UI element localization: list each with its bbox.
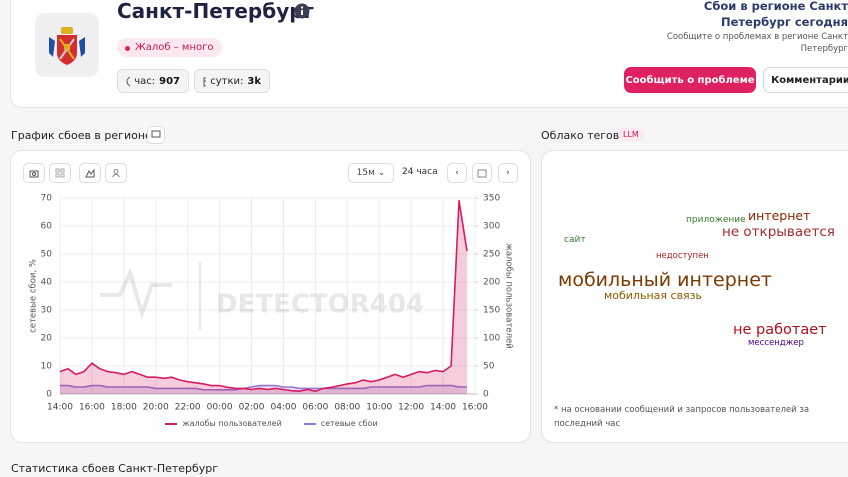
stat-value: 907: [159, 75, 180, 87]
tag[interactable]: недоступен: [656, 251, 709, 261]
legend-item: сетевые сбои: [303, 419, 378, 428]
comments-button[interactable]: Комментарии: [763, 67, 848, 93]
y-tick-label: 60: [41, 222, 53, 232]
clock-icon: [126, 76, 131, 86]
y2-tick-label: 100: [483, 334, 500, 344]
x-tick-label: 14:00: [430, 403, 456, 413]
y2-tick-label: 50: [483, 362, 495, 372]
tag-cloud: приложение интернет сайт не открывается недо…: [542, 151, 848, 391]
chart-menu-icon[interactable]: [147, 126, 165, 144]
stat-value: 3k: [247, 75, 261, 87]
x-tick-label: 18:00: [111, 403, 137, 413]
tag[interactable]: мобильный интернет: [558, 269, 772, 291]
side-text-line: Петербург: [800, 44, 848, 54]
y-tick-label: 20: [41, 334, 53, 344]
x-tick-label: 00:00: [207, 403, 233, 413]
x-tick-label: 22:00: [175, 403, 201, 413]
area-button[interactable]: [79, 163, 101, 183]
region-title: Санкт-Петербург: [117, 0, 315, 23]
grid: [59, 197, 476, 395]
series-area: [60, 200, 468, 394]
series-line: [59, 200, 468, 392]
grid-button[interactable]: [49, 163, 71, 183]
y-tick-label: 10: [41, 362, 53, 372]
x-tick-label: 06:00: [302, 403, 328, 413]
tags-footnote: * на основании сообщений и запросов поль…: [554, 405, 810, 429]
y2-axis-label: жалобы пользователей: [504, 243, 514, 349]
y-tick-label: 30: [41, 306, 53, 316]
day-stat: сутки: 3k: [194, 69, 270, 93]
y2-tick-label: 200: [483, 278, 500, 288]
y-tick-label: 70: [41, 194, 53, 204]
coat-of-arms: [49, 27, 85, 65]
side-title: Сбои в регионе Санкт Петербург сегодня: [548, 0, 848, 30]
watermark: DETECTOR404: [100, 262, 424, 330]
tag[interactable]: сайт: [564, 235, 586, 245]
stat-label: сутки:: [210, 75, 244, 87]
calendar-icon: [203, 77, 207, 86]
tags-card: приложение интернет сайт не открывается недо…: [541, 150, 848, 443]
y-tick-label: 50: [41, 250, 53, 260]
side-text: Сообщите о проблемах в регионе Санкт Пет…: [548, 31, 848, 55]
tag[interactable]: не работает: [733, 322, 827, 338]
x-tick-label: 20:00: [143, 403, 169, 413]
legend: жалобы пользователей сетевые сбои: [11, 419, 532, 428]
interval-select[interactable]: 15м ⌄: [348, 163, 394, 183]
range-label: 24 часа: [402, 167, 438, 177]
tag[interactable]: мобильная связь: [604, 289, 703, 302]
complaints-badge: Жалоб – много: [117, 38, 222, 57]
stats-title: Статистика сбоев Санкт-Петербург: [11, 462, 219, 475]
stat-label: час:: [134, 75, 156, 87]
camera-button[interactable]: [23, 163, 45, 183]
y2-tick-label: 300: [483, 222, 500, 232]
tags-section-title: Облако тегов: [541, 129, 620, 142]
report-button[interactable]: Сообщить о проблеме: [624, 67, 756, 93]
y-tick-label: 40: [41, 278, 53, 288]
side-text-line: Сообщите о проблемах в регионе Санкт: [666, 32, 848, 42]
info-icon[interactable]: [294, 3, 310, 19]
interval-value: 15м: [356, 168, 375, 178]
side-title-line: Петербург сегодня: [720, 15, 848, 29]
calendar-button[interactable]: [472, 163, 492, 183]
side-title-line: Сбои в регионе Санкт: [703, 0, 848, 13]
x-tick-label: 16:00: [79, 403, 105, 413]
y2-tick-label: 0: [483, 390, 489, 400]
series-area: [60, 385, 468, 394]
y2-tick-label: 250: [483, 250, 500, 260]
tag[interactable]: мессенджер: [748, 338, 804, 348]
tag[interactable]: не открывается: [722, 224, 835, 240]
y2-tick-label: 150: [483, 306, 500, 316]
x-tick-label: 04:00: [270, 403, 296, 413]
chart-section-title: График сбоев в регионе: [11, 129, 152, 142]
tag[interactable]: приложение: [686, 215, 746, 225]
chart: DETECTOR404 0 10 20 30 40 50 60 70 0 50 100 150 200 2…: [29, 194, 514, 413]
legend-label: сетевые сбои: [320, 419, 378, 428]
region-card: Санкт-Петербург Жалоб – много час: 907 су…: [10, 0, 848, 108]
next-button[interactable]: ›: [498, 163, 518, 183]
legend-label: жалобы пользователей: [182, 419, 282, 428]
legend-item: жалобы пользователей: [165, 419, 282, 428]
x-tick-label: 08:00: [334, 403, 360, 413]
series-line: [60, 384, 468, 391]
user-button[interactable]: [105, 163, 127, 183]
y-tick-label: 0: [46, 390, 52, 400]
x-tick-label: 12:00: [398, 403, 424, 413]
hour-stat: час: 907: [117, 69, 189, 93]
y2-tick-label: 350: [483, 194, 500, 204]
x-tick-label: 02:00: [239, 403, 265, 413]
llm-badge: LLM: [618, 128, 644, 141]
x-tick-label: 14:00: [47, 403, 73, 413]
watermark-text: DETECTOR404: [216, 290, 424, 320]
region-logo: [35, 13, 99, 77]
x-tick-label: 10:00: [366, 403, 392, 413]
x-tick-label: 16:00: [462, 403, 488, 413]
prev-button[interactable]: ‹: [447, 163, 467, 183]
tag[interactable]: интернет: [748, 208, 811, 223]
y-axis-label: сетевые сбои, %: [29, 259, 39, 333]
